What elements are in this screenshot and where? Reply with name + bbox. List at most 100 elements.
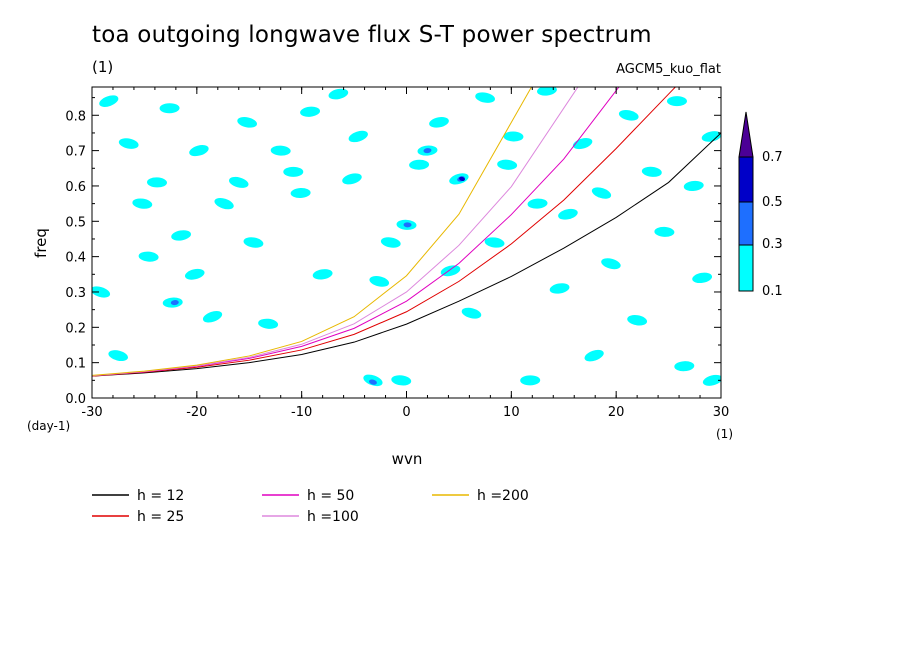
contour-patch xyxy=(237,117,257,128)
contour-patch xyxy=(92,286,111,298)
contour-patch xyxy=(584,349,604,362)
legend-label: h =200 xyxy=(477,488,529,504)
contour-patch xyxy=(654,226,675,237)
contour-patch xyxy=(429,117,449,128)
legend-label: h = 12 xyxy=(137,488,184,504)
colorbar-segment xyxy=(738,201,754,246)
contour-patch xyxy=(702,374,721,386)
contour-patch xyxy=(391,375,412,386)
contour-patch xyxy=(459,176,465,181)
colorbar-segment xyxy=(738,156,754,203)
y-tick-label: 0.4 xyxy=(65,251,86,266)
contour-patch xyxy=(666,96,687,107)
colorbar-label: 0.7 xyxy=(762,150,783,165)
chart-subtitle-unit: (1) xyxy=(92,58,114,76)
x-axis-label: wvn xyxy=(392,450,423,468)
y-axis-label: freq xyxy=(32,228,50,258)
y-tick-label: 0.3 xyxy=(65,286,86,301)
x-tick-label: -20 xyxy=(186,405,207,420)
contour-patch xyxy=(184,268,205,280)
contour-patch xyxy=(312,269,333,280)
contour-patch xyxy=(484,237,505,248)
contour-patch xyxy=(189,145,209,157)
contour-patch xyxy=(440,265,461,277)
colorbar-arrow xyxy=(738,111,754,158)
contour-patch xyxy=(403,222,412,228)
contour-patch xyxy=(300,106,321,117)
contour-patch xyxy=(258,318,279,329)
contour-patch xyxy=(558,208,578,220)
colorbar-label: 0.3 xyxy=(762,237,783,252)
contour-patch xyxy=(461,307,482,319)
contour-patch xyxy=(701,131,721,142)
contour-patch xyxy=(641,166,662,177)
contour-patch xyxy=(591,187,612,199)
contour-patch xyxy=(475,92,495,103)
contour-patch xyxy=(549,283,570,294)
contour-patch xyxy=(674,361,695,372)
x-tick-label: -10 xyxy=(291,405,312,420)
x-tick-label: 0 xyxy=(402,405,410,420)
plot-frame xyxy=(91,86,722,399)
series-line-1 xyxy=(92,87,677,377)
contour-patch xyxy=(159,103,180,114)
contour-patch xyxy=(147,177,167,188)
contour-patch xyxy=(170,300,179,306)
series-line-3 xyxy=(92,87,579,377)
y-unit-label: (day-1) xyxy=(27,419,70,433)
legend-label: h =100 xyxy=(307,509,359,525)
y-tick-label: 0.1 xyxy=(65,357,86,372)
legend-label: h = 50 xyxy=(307,488,354,504)
contour-patch xyxy=(118,138,139,149)
y-tick-label: 0.2 xyxy=(65,321,86,336)
power-contours xyxy=(92,87,721,387)
chart-subtitle-model: AGCM5_kuo_flat xyxy=(616,62,721,77)
y-tick-label: 0.6 xyxy=(65,180,86,195)
y-tick-label: 0.5 xyxy=(65,215,86,230)
series-line-4 xyxy=(92,87,533,376)
legend: h = 12 h = 25 h = 50 h =100 h =200 xyxy=(92,488,529,525)
contour-patch xyxy=(527,198,548,209)
contour-patch xyxy=(342,173,362,185)
contour-patch xyxy=(328,88,349,100)
contour-patch xyxy=(369,379,377,385)
contour-patch xyxy=(214,197,234,210)
contour-patch xyxy=(572,138,593,150)
x-tick-label: 10 xyxy=(503,405,520,420)
y-tick-label: 0.7 xyxy=(65,145,86,160)
y-tick-label: 0.0 xyxy=(65,392,86,407)
contour-patch xyxy=(202,310,223,323)
legend-label: h = 25 xyxy=(137,509,184,525)
colorbar-label: 0.1 xyxy=(762,284,783,299)
contour-patch xyxy=(270,145,291,156)
contour-patch xyxy=(290,188,311,199)
contour-patch xyxy=(683,180,704,192)
x-tick-label: 20 xyxy=(608,405,625,420)
contour-patch xyxy=(283,166,304,177)
contour-patch xyxy=(497,159,518,170)
x-tick-label: -30 xyxy=(81,405,102,420)
colorbar-segment xyxy=(738,244,754,292)
contour-patch xyxy=(348,130,368,143)
colorbar: 0.1 0.3 0.5 0.7 xyxy=(738,111,783,299)
contour-patch xyxy=(520,375,541,386)
contour-patch xyxy=(369,276,390,287)
contour-patch xyxy=(138,251,159,262)
contour-patch xyxy=(618,109,639,121)
contour-patch xyxy=(229,176,249,188)
chart-title: toa outgoing longwave flux S-T power spe… xyxy=(92,22,652,48)
contour-patch xyxy=(243,237,264,248)
y-tick-label: 0.8 xyxy=(65,109,86,124)
contour-patch xyxy=(601,258,621,270)
contour-patch xyxy=(503,131,524,142)
series-line-0 xyxy=(92,132,721,377)
contour-patch xyxy=(171,230,191,241)
contour-patch xyxy=(108,350,128,362)
contour-patch xyxy=(537,87,557,96)
contour-patch xyxy=(409,159,430,170)
colorbar-label: 0.5 xyxy=(762,195,783,210)
dispersion-curves xyxy=(92,87,721,377)
x-unit-label: (1) xyxy=(716,427,733,441)
contour-patch xyxy=(99,95,119,107)
